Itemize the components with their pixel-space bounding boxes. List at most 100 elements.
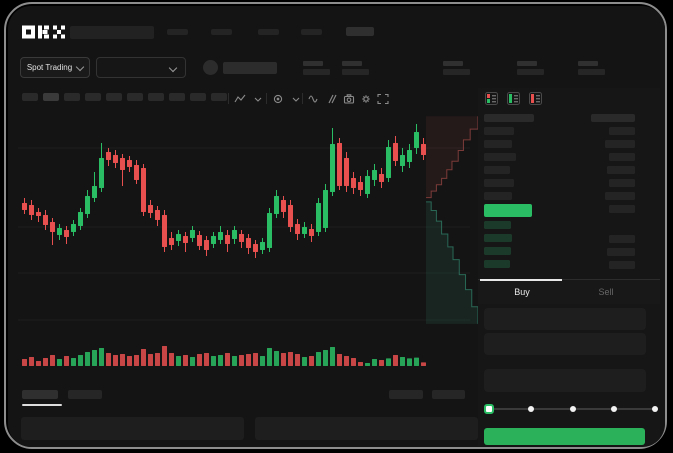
bid-row-placeholder[interactable]: [484, 234, 512, 242]
ask-row-placeholder[interactable]: [484, 179, 514, 187]
volume-bar: [309, 356, 314, 366]
amount-slider-handle[interactable]: [484, 404, 494, 414]
volume-bar: [197, 354, 202, 366]
book-all-icon[interactable]: [485, 92, 498, 105]
candle-body: [29, 205, 34, 215]
market-mode-dropdown[interactable]: Spot Trading: [20, 57, 90, 78]
book-bids-icon[interactable]: [507, 92, 520, 105]
volume-bar: [211, 356, 216, 366]
nav-menu-item-placeholder[interactable]: [211, 29, 232, 35]
volume-bar: [92, 350, 97, 366]
candle-body: [92, 186, 97, 198]
indicator-icon[interactable]: [272, 93, 284, 105]
volume-bar: [407, 358, 412, 366]
stat-value-placeholder: [578, 69, 605, 75]
bid-row-placeholder[interactable]: [484, 260, 510, 268]
stat-label-placeholder: [517, 61, 537, 66]
timeframe-button-placeholder[interactable]: [190, 93, 206, 101]
ask-row-placeholder[interactable]: [484, 127, 514, 135]
volume-bar: [414, 357, 419, 366]
candle-body: [393, 143, 398, 161]
volume-bar: [274, 351, 279, 366]
amount-input-placeholder[interactable]: [484, 333, 646, 355]
total-input-placeholder[interactable]: [484, 369, 646, 392]
bottom-action-placeholder[interactable]: [389, 390, 423, 399]
chevron-down-icon[interactable]: [290, 93, 302, 105]
slider-stop-dot[interactable]: [528, 406, 534, 412]
candle-body: [260, 242, 265, 250]
timeframe-button-placeholder[interactable]: [22, 93, 38, 101]
candle-body: [358, 182, 363, 190]
bottom-tab-active-placeholder[interactable]: [22, 390, 58, 399]
chart-style-icon[interactable]: [234, 93, 246, 105]
candlestick-chart[interactable]: [8, 6, 665, 447]
timeframe-button-placeholder[interactable]: [127, 93, 143, 101]
wave-icon[interactable]: [308, 93, 320, 105]
settings-icon[interactable]: [360, 93, 372, 105]
orderbook-last-price[interactable]: [484, 204, 532, 217]
nav-menu-item-placeholder[interactable]: [301, 29, 322, 35]
price-input-placeholder[interactable]: [484, 308, 646, 330]
slider-stop-dot[interactable]: [611, 406, 617, 412]
volume-bar: [246, 354, 251, 366]
volume-bar: [134, 355, 139, 366]
timeframe-button-placeholder[interactable]: [106, 93, 122, 101]
amount-row-placeholder: [609, 127, 635, 135]
buy-submit-button[interactable]: [484, 428, 645, 445]
bid-row-placeholder[interactable]: [484, 247, 511, 255]
nav-search-placeholder[interactable]: [70, 26, 154, 39]
timeframe-button-placeholder[interactable]: [64, 93, 80, 101]
timeframe-button-placeholder[interactable]: [85, 93, 101, 101]
ask-row-placeholder[interactable]: [484, 166, 510, 174]
candle-body: [274, 196, 279, 214]
volume-bar: [232, 356, 237, 366]
volume-bar: [421, 362, 426, 366]
volume-bar: [218, 355, 223, 366]
volume-bar: [127, 356, 132, 366]
slider-stop-dot[interactable]: [570, 406, 576, 412]
ask-row-placeholder[interactable]: [484, 153, 516, 161]
candle-body: [50, 222, 55, 232]
bid-row-placeholder[interactable]: [484, 221, 511, 229]
camera-icon[interactable]: [343, 93, 355, 105]
volume-bar: [36, 361, 41, 366]
candle-body: [295, 224, 300, 234]
volume-bar: [239, 355, 244, 366]
candle-body: [134, 165, 139, 180]
volume-bar: [141, 349, 146, 366]
nav-menu-item-placeholder[interactable]: [167, 29, 188, 35]
tab-buy[interactable]: Buy: [478, 287, 566, 297]
bottom-tab-placeholder[interactable]: [68, 390, 102, 399]
bottom-content-placeholder: [255, 417, 478, 440]
timeframe-button-placeholder[interactable]: [148, 93, 164, 101]
volume-bar: [351, 358, 356, 366]
candle-body: [85, 196, 90, 214]
volume-bar: [337, 354, 342, 366]
stat-label-placeholder: [342, 61, 362, 66]
depth-asks-line: [426, 116, 479, 199]
orderbook-price-col-header: [484, 114, 534, 122]
tab-sell[interactable]: Sell: [566, 287, 646, 297]
bottom-action-placeholder[interactable]: [432, 390, 465, 399]
fullscreen-icon[interactable]: [377, 93, 389, 105]
candle-body: [176, 234, 181, 241]
ask-row-placeholder[interactable]: [484, 140, 512, 148]
volume-bar: [183, 355, 188, 366]
market-mode-label: Spot Trading: [26, 63, 73, 72]
ask-row-placeholder[interactable]: [484, 192, 512, 200]
book-asks-icon[interactable]: [529, 92, 542, 105]
timeframe-button-placeholder[interactable]: [169, 93, 185, 101]
candle-body: [78, 212, 83, 226]
pair-selector-dropdown[interactable]: [96, 57, 186, 78]
chevron-down-icon[interactable]: [252, 93, 264, 105]
timeframe-button-placeholder[interactable]: [43, 93, 59, 101]
amount-row-placeholder: [605, 192, 635, 200]
candle-body: [225, 235, 230, 244]
nav-action-placeholder[interactable]: [346, 27, 374, 36]
bottom-content-placeholder: [21, 417, 244, 440]
timeframe-button-placeholder[interactable]: [211, 93, 227, 101]
slider-stop-dot[interactable]: [652, 406, 658, 412]
nav-menu-item-placeholder[interactable]: [258, 29, 279, 35]
okx-logo-icon[interactable]: [22, 25, 66, 39]
draw-icon[interactable]: [326, 93, 338, 105]
